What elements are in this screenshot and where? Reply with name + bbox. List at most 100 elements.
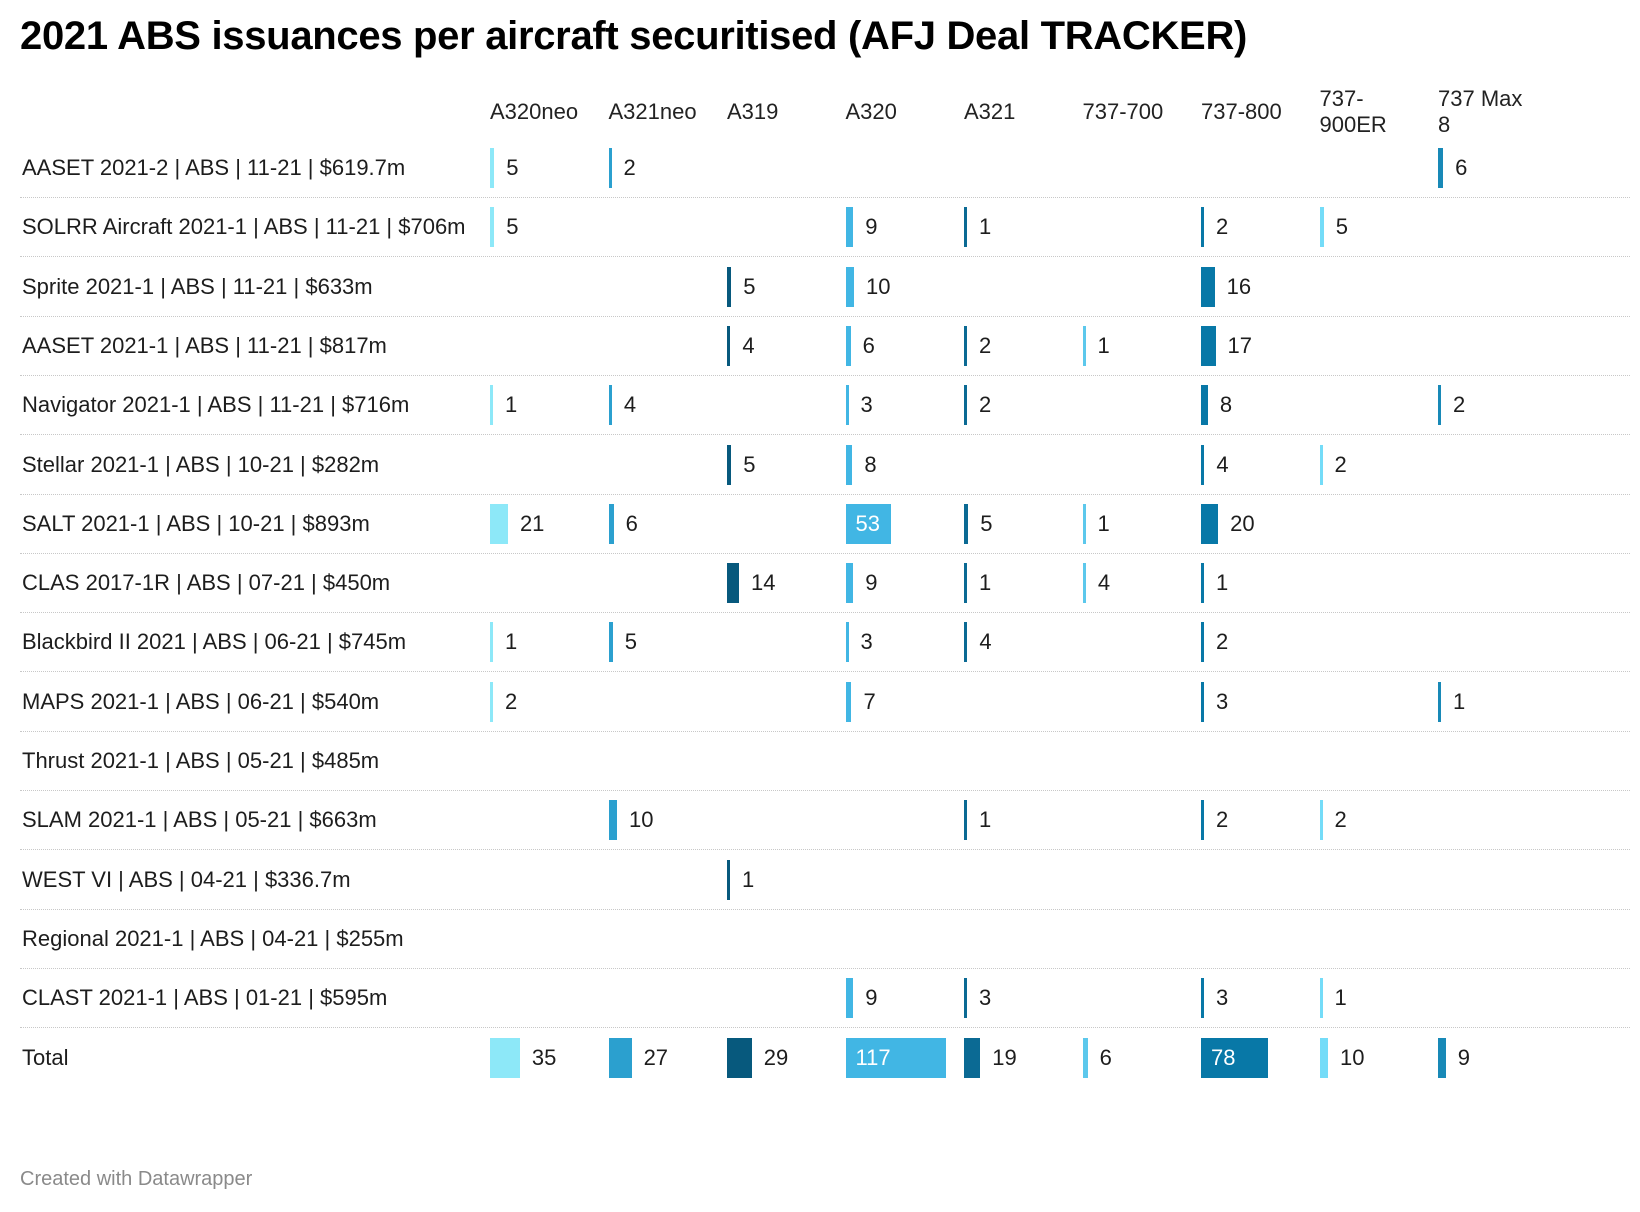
value-label: 3 xyxy=(1216,985,1229,1011)
value-label: 2 xyxy=(1216,214,1229,240)
bar-737-800 xyxy=(1201,1037,1268,1078)
value-label: 4 xyxy=(1216,451,1229,477)
value-label: 5 xyxy=(743,451,756,477)
value-label: 2 xyxy=(1334,807,1347,833)
value-label: 9 xyxy=(865,570,878,596)
value-label: 6 xyxy=(625,510,638,536)
row-divider xyxy=(20,967,1630,969)
value-label: 16 xyxy=(1226,273,1252,299)
value-label: 5 xyxy=(506,155,519,180)
value-label: 6 xyxy=(1455,155,1468,180)
bar-a319 xyxy=(727,444,732,485)
row-label: SLAM 2021-1 | ABS | 05-21 | $663m xyxy=(22,807,377,833)
value-label: 4 xyxy=(1097,570,1111,596)
column-header-737-700: 737-700 xyxy=(1082,99,1164,124)
bar-a321 xyxy=(964,978,967,1019)
value-label: 10 xyxy=(629,807,654,833)
value-label: 10 xyxy=(866,273,891,299)
row-label: AASET 2021-1 | ABS | 11-21 | $817m xyxy=(22,332,387,358)
bar-a320neo xyxy=(490,503,508,544)
bar-a321neo xyxy=(608,148,612,188)
value-label: 4 xyxy=(979,629,992,655)
bar-a320neo xyxy=(490,681,493,722)
bar-a321 xyxy=(964,503,969,544)
column-header-737-800: 737-800 xyxy=(1201,99,1282,124)
value-label: 1 xyxy=(979,807,992,833)
row-label: CLAST 2021-1 | ABS | 01-21 | $595m xyxy=(22,985,388,1011)
bar-737-800 xyxy=(1201,563,1204,604)
value-label: 1 xyxy=(505,392,518,418)
value-label: 35 xyxy=(531,1044,557,1070)
value-label: 5 xyxy=(624,629,638,655)
chart-table: A320neo A321neo A319 A320 A321 737-700 737-800… xyxy=(20,86,1630,1078)
value-label: 2 xyxy=(1453,392,1466,418)
row-divider xyxy=(20,552,1630,554)
bar-737-900er xyxy=(1319,444,1323,485)
bar-737-800 xyxy=(1201,266,1215,307)
bar-a321 xyxy=(964,563,967,604)
bar-a320neo xyxy=(490,148,495,188)
bar-a320 xyxy=(845,385,849,426)
bar-a321neo xyxy=(608,800,618,841)
row-label: WEST VI | ABS | 04-21 | $336.7m xyxy=(22,866,351,892)
column-header-737-max-8: 737 Max 8 xyxy=(1438,86,1523,137)
bar-a321neo xyxy=(608,1037,632,1078)
bar-737-max-8 xyxy=(1438,148,1444,188)
bar-737-700 xyxy=(1082,1037,1088,1078)
bar-a321neo xyxy=(608,622,613,663)
bar-737-800 xyxy=(1201,622,1204,663)
row-label: Thrust 2021-1 | ABS | 05-21 | $485m xyxy=(22,748,380,773)
bar-737-max-8 xyxy=(1438,681,1441,722)
bar-a320 xyxy=(845,563,854,604)
bar-737-800 xyxy=(1201,503,1219,544)
value-label: 1 xyxy=(1334,985,1347,1011)
row-label: Sprite 2021-1 | ABS | 11-21 | $633m xyxy=(22,273,373,299)
value-label: 3 xyxy=(979,985,992,1011)
bar-737-800 xyxy=(1201,325,1216,366)
value-label: 4 xyxy=(742,332,755,358)
value-label: 78 xyxy=(1211,1044,1236,1070)
bar-737-700 xyxy=(1082,325,1086,366)
row-divider xyxy=(20,612,1630,614)
bar-a320neo xyxy=(490,1037,520,1078)
row-label: SOLRR Aircraft 2021-1 | ABS | 11-21 | $7… xyxy=(22,214,466,240)
row-label: Stellar 2021-1 | ABS | 10-21 | $282m xyxy=(22,451,380,477)
row-divider xyxy=(20,434,1630,436)
value-label: 14 xyxy=(750,570,776,596)
value-label: 3 xyxy=(1216,688,1229,714)
value-label: 2 xyxy=(505,688,518,714)
value-label: 8 xyxy=(1219,392,1233,418)
bar-737-max-8 xyxy=(1438,1037,1446,1078)
value-label: 117 xyxy=(855,1044,891,1070)
value-label: 1 xyxy=(505,629,518,655)
footer-credit: Created with Datawrapper xyxy=(20,1168,253,1190)
value-label: 9 xyxy=(865,985,878,1011)
bar-737-800 xyxy=(1201,978,1204,1019)
bar-a321neo xyxy=(608,385,612,426)
value-label: 3 xyxy=(860,629,873,655)
bar-737-800 xyxy=(1201,800,1204,841)
value-label: 2 xyxy=(1216,629,1229,655)
value-label: 8 xyxy=(864,451,877,477)
value-label: 1 xyxy=(742,866,755,892)
value-label: 6 xyxy=(862,332,875,358)
bar-a320 xyxy=(845,207,854,248)
bar-a319 xyxy=(727,1037,752,1078)
row-label: CLAS 2017-1R | ABS | 07-21 | $450m xyxy=(22,570,391,596)
bar-a321 xyxy=(964,207,967,248)
bar-a320 xyxy=(845,444,853,485)
value-label: 9 xyxy=(1457,1044,1470,1070)
chart-title: 2021 ABS issuances per aircraft securiti… xyxy=(20,14,1248,58)
total-row-label: Total xyxy=(22,1044,69,1070)
bar-a319 xyxy=(727,325,731,366)
value-label: 1 xyxy=(1216,570,1229,596)
value-label: 2 xyxy=(979,392,992,418)
bar-737-800 xyxy=(1201,681,1204,722)
value-label: 53 xyxy=(855,510,880,536)
value-label: 4 xyxy=(623,392,637,418)
bar-737-700 xyxy=(1082,503,1086,544)
bar-a321neo xyxy=(608,503,614,544)
bar-a321 xyxy=(964,622,968,663)
column-header-737-900er: 737- 900ER xyxy=(1319,86,1387,137)
bar-a320neo xyxy=(490,207,495,248)
